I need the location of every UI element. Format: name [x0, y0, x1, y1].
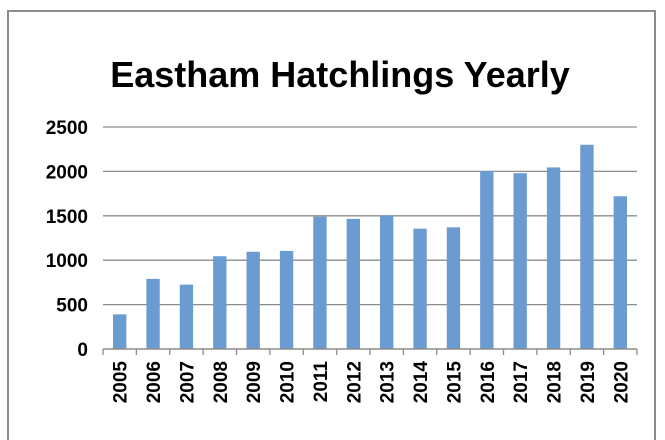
bar-2014: [413, 228, 427, 349]
bar-2012: [346, 218, 360, 349]
x-tick-label-2013: 2013: [378, 361, 399, 403]
bar-2017: [513, 173, 527, 349]
bar-2018: [546, 167, 561, 349]
x-tick-label-2017: 2017: [511, 361, 532, 403]
bar-2020: [613, 196, 627, 349]
bar-2006: [146, 278, 160, 349]
chart-title: Eastham Hatchlings Yearly: [110, 54, 570, 95]
y-tick-label-1000: 1000: [46, 251, 88, 272]
x-tick-label-2020: 2020: [611, 361, 632, 403]
bar-2008: [213, 256, 227, 349]
y-tick-label-2000: 2000: [46, 162, 88, 183]
x-axis: [102, 348, 638, 355]
y-tick-label-0: 0: [77, 340, 88, 361]
bar-2011: [313, 216, 327, 349]
y-tick-label-2500: 2500: [46, 118, 88, 139]
bar-2016: [480, 170, 494, 349]
x-tick-label-2011: 2011: [311, 361, 332, 403]
x-tick-label-2007: 2007: [177, 361, 198, 403]
x-tick-label-2010: 2010: [278, 361, 299, 403]
bar-2009: [246, 251, 260, 349]
x-tick-label-2015: 2015: [444, 361, 465, 404]
x-tick-label-2006: 2006: [144, 361, 165, 403]
x-tick-label-2012: 2012: [344, 361, 365, 403]
bar-2007: [179, 284, 194, 349]
bar-2019: [580, 144, 594, 349]
y-tick-label-500: 500: [56, 296, 88, 317]
y-axis-tick-labels: 0 500 1000 1500 2000 2500: [46, 118, 88, 361]
x-tick-label-2009: 2009: [244, 361, 265, 403]
x-tick-label-2005: 2005: [111, 361, 132, 404]
bars: [113, 144, 627, 349]
x-tick-label-2014: 2014: [411, 361, 432, 404]
x-tick-label-2018: 2018: [545, 361, 566, 403]
x-tick-label-2019: 2019: [578, 361, 599, 403]
bar-chart: Eastham Hatchlings Yearly 0 500 1000 1500 20…: [46, 54, 638, 404]
x-tick-label-2008: 2008: [211, 361, 232, 403]
bar-2015: [446, 227, 461, 349]
y-tick-label-1500: 1500: [46, 207, 88, 228]
bar-2005: [113, 314, 127, 349]
bar-2010: [279, 250, 294, 349]
x-axis-tick-labels: 2005 2006 2007 2008 2009 2010 2011 2012 2013 2014…: [111, 361, 633, 404]
x-tick-label-2016: 2016: [478, 361, 499, 403]
bar-2013: [380, 215, 394, 349]
